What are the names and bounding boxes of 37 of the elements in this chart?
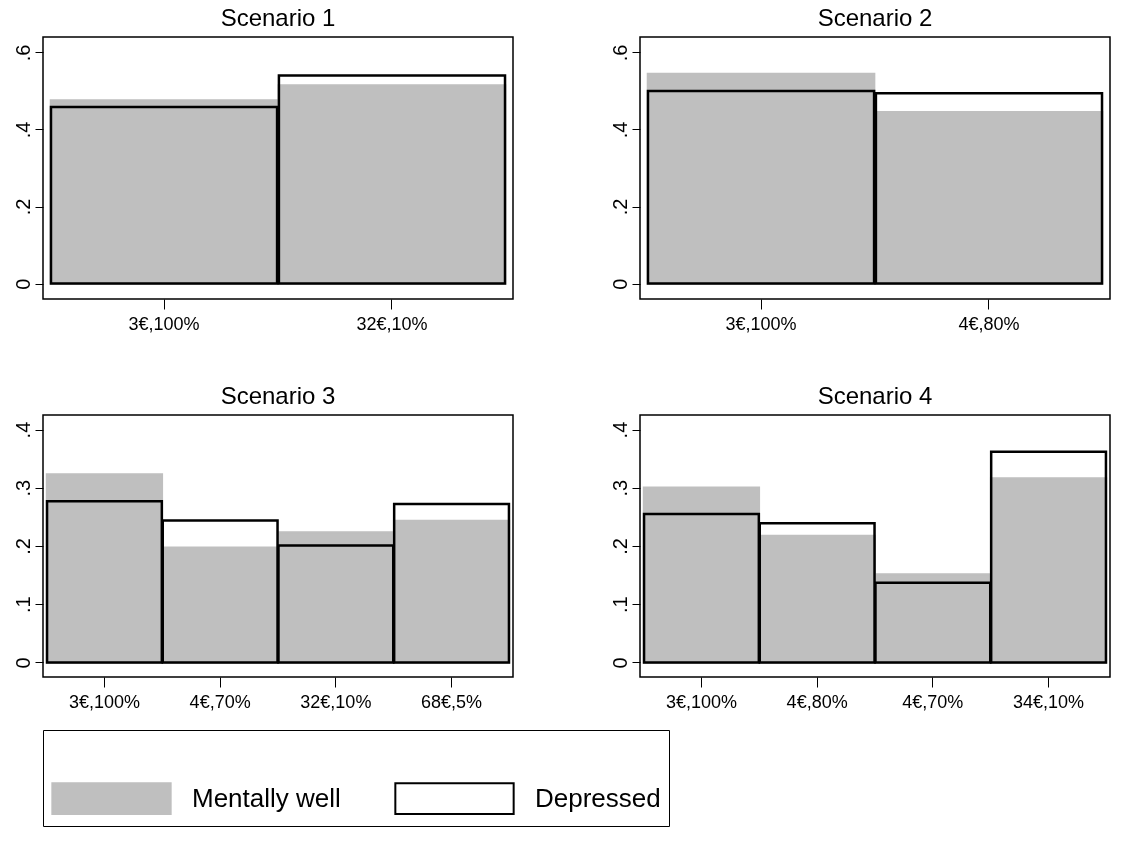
chart-title: Scenario 2 <box>817 4 933 31</box>
x-tick-label: 4€,80% <box>786 691 848 712</box>
y-tick-label: .2 <box>608 198 631 216</box>
x-tick-label: 4€,80% <box>958 313 1020 334</box>
x-tick-label: 68€,5% <box>421 691 483 712</box>
x-tick-label: 34€,10% <box>1013 691 1085 712</box>
y-tick-label: .6 <box>608 44 631 62</box>
x-tick-label: 32€,10% <box>300 691 372 712</box>
x-tick-label: 3€,100% <box>725 313 797 334</box>
y-tick-label: .4 <box>11 121 34 139</box>
y-tick-label: .2 <box>11 538 34 555</box>
x-tick-label: 3€,100% <box>665 691 737 712</box>
y-tick-label: .2 <box>11 198 34 216</box>
y-tick-label: .3 <box>11 479 34 497</box>
y-tick-label: 0 <box>11 657 34 669</box>
legend-label: Mentally well <box>192 782 341 813</box>
y-tick-label: .1 <box>11 596 34 614</box>
legend-label: Depressed <box>535 782 661 813</box>
bar <box>161 546 279 664</box>
x-tick-label: 4€,70% <box>189 691 251 712</box>
y-tick-label: 0 <box>608 278 631 290</box>
x-tick-label: 4€,70% <box>902 691 964 712</box>
y-tick-label: .4 <box>608 121 631 139</box>
chart-title: Scenario 1 <box>220 4 336 31</box>
y-tick-label: .4 <box>11 421 34 439</box>
y-tick-label: .6 <box>11 44 34 62</box>
y-tick-label: .1 <box>608 596 631 614</box>
y-tick-label: .2 <box>608 538 631 555</box>
x-tick-label: 3€,100% <box>68 691 140 712</box>
y-tick-label: .3 <box>608 479 631 497</box>
chart-title: Scenario 3 <box>220 382 336 409</box>
chart-title: Scenario 4 <box>817 382 933 409</box>
y-tick-label: 0 <box>608 657 631 669</box>
x-tick-label: 3€,100% <box>128 313 200 334</box>
y-tick-label: 0 <box>11 278 34 290</box>
x-tick-label: 32€,10% <box>356 313 428 334</box>
y-tick-label: .4 <box>608 421 631 439</box>
